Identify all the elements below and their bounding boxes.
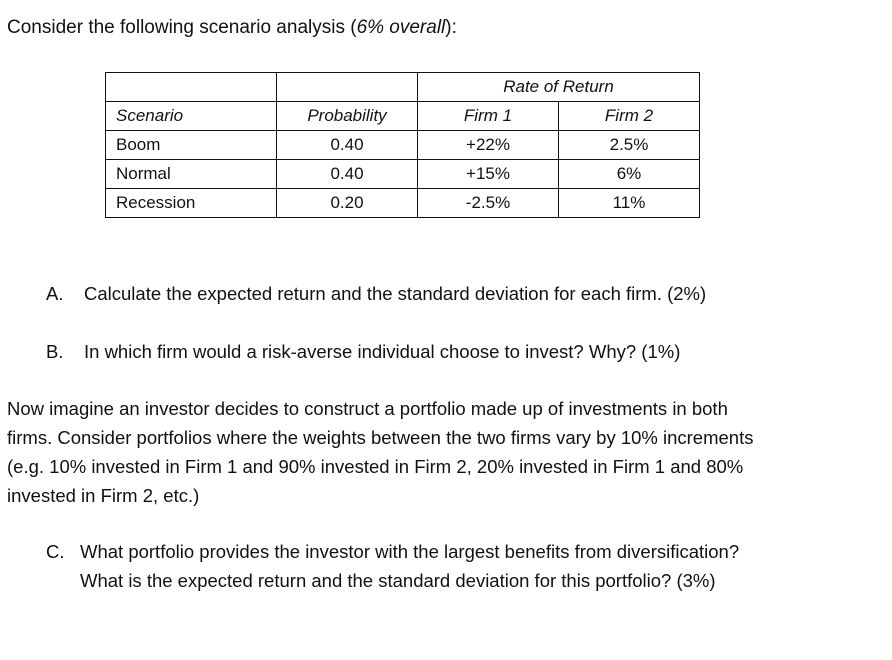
- question-c-letter: C.: [46, 541, 65, 562]
- cell-scenario: Normal: [105, 159, 277, 189]
- cell-firm2: 11%: [558, 188, 700, 218]
- cell-firm2: 6%: [558, 159, 700, 189]
- cell-firm1: +15%: [417, 159, 559, 189]
- table-cell-empty: [276, 72, 418, 102]
- question-a-text: Calculate the expected return and the st…: [84, 283, 707, 304]
- rate-of-return-header: Rate of Return: [417, 72, 700, 102]
- cell-firm1: -2.5%: [417, 188, 559, 218]
- paragraph-line: (e.g. 10% invested in Firm 1 and 90% inv…: [7, 456, 744, 477]
- table-group-header-row: Rate of Return: [105, 72, 700, 102]
- header-firm1: Firm 1: [417, 101, 559, 131]
- intro-prefix: Consider the following scenario analysis…: [7, 17, 357, 38]
- question-b: B. In which firm would a risk-averse indi…: [46, 338, 680, 366]
- intro-suffix: ):: [445, 17, 457, 38]
- cell-probability: 0.40: [276, 159, 418, 189]
- header-scenario: Scenario: [105, 101, 277, 131]
- table-row: Recession 0.20 -2.5% 11%: [105, 188, 700, 218]
- question-b-letter: B.: [46, 341, 64, 362]
- header-firm2: Firm 2: [558, 101, 700, 131]
- question-c: C. What portfolio provides the investor w…: [46, 537, 739, 595]
- cell-probability: 0.20: [276, 188, 418, 218]
- paragraph-line: Now imagine an investor decides to const…: [7, 398, 728, 419]
- question-b-text: In which firm would a risk-averse indivi…: [84, 341, 681, 362]
- table-row: Normal 0.40 +15% 6%: [105, 159, 700, 189]
- cell-scenario: Boom: [105, 130, 277, 160]
- cell-firm1: +22%: [417, 130, 559, 160]
- question-c-line1: What portfolio provides the investor wit…: [80, 541, 740, 562]
- cell-probability: 0.40: [276, 130, 418, 160]
- cell-scenario: Recession: [105, 188, 277, 218]
- question-a-letter: A.: [46, 283, 64, 304]
- portfolio-paragraph: Now imagine an investor decides to const…: [7, 394, 887, 510]
- cell-firm2: 2.5%: [558, 130, 700, 160]
- intro-text: Consider the following scenario analysis…: [7, 15, 457, 41]
- header-probability: Probability: [276, 101, 418, 131]
- table-cell-empty: [105, 72, 277, 102]
- scenario-table: Rate of Return Scenario Probability Firm…: [105, 72, 700, 218]
- intro-weight: 6% overall: [356, 17, 446, 38]
- paragraph-line: invested in Firm 2, etc.): [7, 485, 200, 506]
- question-c-line2: What is the expected return and the stan…: [80, 570, 716, 591]
- paragraph-line: firms. Consider portfolios where the wei…: [7, 427, 754, 448]
- table-row: Boom 0.40 +22% 2.5%: [105, 130, 700, 160]
- question-a: A. Calculate the expected return and the …: [46, 280, 706, 308]
- table-header-row: Scenario Probability Firm 1 Firm 2: [105, 101, 700, 131]
